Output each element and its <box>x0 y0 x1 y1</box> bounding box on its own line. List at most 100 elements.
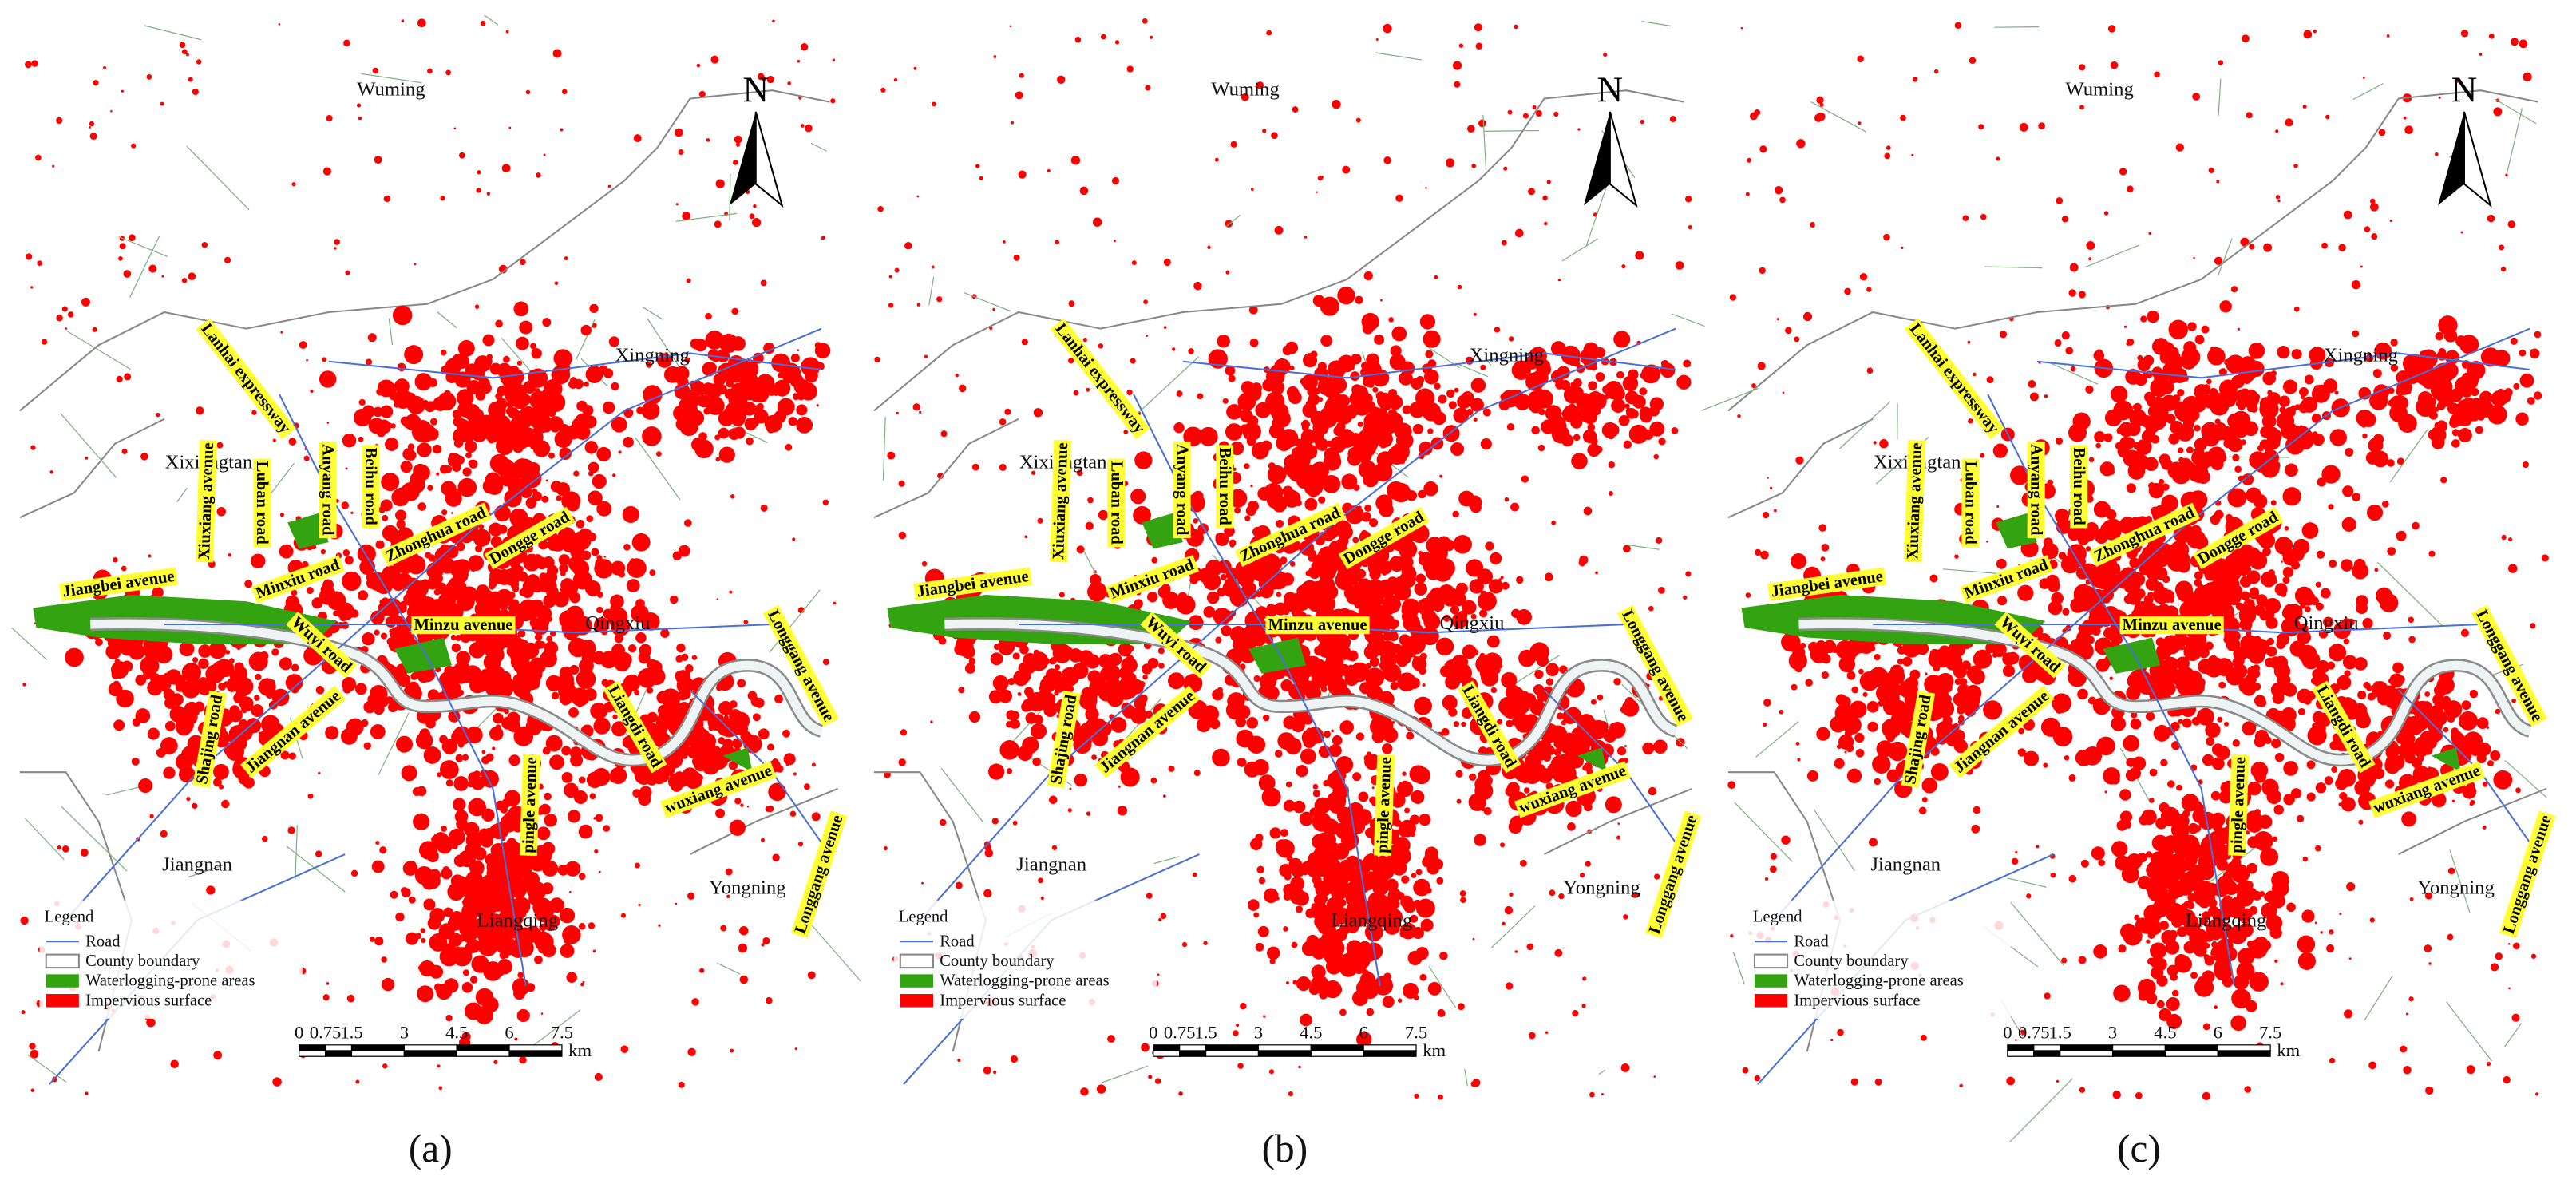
impervious-patch <box>1320 335 1333 347</box>
impervious-patch <box>1284 873 1292 881</box>
impervious-patch <box>1288 857 1303 872</box>
impervious-patch <box>1226 404 1242 420</box>
impervious-patch <box>1358 460 1377 479</box>
impervious-patch <box>569 890 572 893</box>
impervious-patch <box>488 647 505 663</box>
impervious-patch <box>183 682 189 688</box>
impervious-patch <box>367 333 377 343</box>
impervious-patch <box>584 381 589 387</box>
road-label-bg <box>1234 502 1346 567</box>
road-label-bg <box>240 685 346 778</box>
impervious-patch <box>1959 1083 1963 1088</box>
impervious-patch <box>417 502 427 511</box>
impervious-patch <box>607 184 611 188</box>
impervious-patch <box>1508 336 1514 342</box>
impervious-patch <box>2158 478 2165 485</box>
impervious-patch <box>411 422 432 442</box>
impervious-patch <box>148 554 152 558</box>
impervious-patch <box>2315 602 2324 611</box>
minor-road <box>635 437 681 501</box>
place-name: Wuming <box>357 78 425 100</box>
impervious-patch <box>1066 685 1074 693</box>
impervious-patch <box>1339 925 1350 936</box>
impervious-patch <box>1371 786 1375 790</box>
impervious-patch <box>477 170 481 175</box>
impervious-patch <box>1342 165 1351 174</box>
impervious-patch <box>1782 391 1785 394</box>
impervious-patch <box>2408 996 2414 1002</box>
impervious-patch <box>1312 790 1321 798</box>
minor-road <box>60 413 117 478</box>
impervious-patch <box>2389 220 2392 223</box>
impervious-patch <box>1300 378 1308 386</box>
impervious-patch <box>1253 675 1260 683</box>
impervious-patch <box>2396 457 2405 465</box>
impervious-patch <box>1366 671 1374 678</box>
impervious-patch <box>1554 948 1563 957</box>
impervious-patch <box>1054 682 1065 693</box>
impervious-patch <box>1372 879 1389 896</box>
impervious-patch <box>1653 739 1668 754</box>
impervious-patch <box>1616 370 1624 379</box>
impervious-patch <box>551 691 560 700</box>
impervious-patch <box>1760 550 1769 560</box>
impervious-patch <box>455 635 462 642</box>
impervious-patch <box>198 658 209 669</box>
impervious-patch <box>623 543 631 551</box>
impervious-patch <box>1076 545 1085 554</box>
scale-tick-label: 4.5 <box>445 1023 468 1043</box>
impervious-patch <box>382 514 389 521</box>
impervious-patch <box>227 733 236 743</box>
impervious-patch <box>1069 787 1072 790</box>
impervious-patch <box>2224 721 2229 727</box>
impervious-patch <box>408 861 417 869</box>
impervious-patch <box>1426 591 1441 606</box>
impervious-patch <box>545 675 562 691</box>
legend-swatch <box>900 974 933 988</box>
impervious-patch <box>1022 736 1039 754</box>
impervious-patch <box>474 304 480 309</box>
impervious-patch <box>1482 774 1493 786</box>
road-label-bg <box>519 754 541 857</box>
impervious-patch <box>1573 434 1581 442</box>
impervious-patch <box>1019 645 1029 655</box>
scale-tick-label: 6 <box>1359 1023 1368 1043</box>
impervious-patch <box>1339 720 1354 735</box>
impervious-patch <box>1252 526 1263 537</box>
impervious-patch <box>576 702 583 708</box>
impervious-patch <box>1027 691 1047 711</box>
impervious-patch <box>2028 379 2036 388</box>
impervious-patch <box>777 398 795 416</box>
impervious-patch <box>1343 584 1352 592</box>
minor-road <box>1455 362 1489 378</box>
impervious-patch <box>433 588 441 596</box>
impervious-patch <box>1300 461 1308 469</box>
impervious-patch <box>1632 891 1639 898</box>
impervious-patch <box>2218 60 2224 65</box>
impervious-patch <box>485 753 494 762</box>
impervious-patch <box>1134 697 1146 710</box>
impervious-patch <box>1177 592 1188 602</box>
impervious-patch <box>1383 23 1392 34</box>
county-boundary <box>19 418 165 519</box>
impervious-patch <box>1618 414 1630 426</box>
impervious-patch <box>2511 698 2516 703</box>
impervious-patch <box>1327 667 1343 683</box>
impervious-patch <box>278 23 281 26</box>
impervious-patch <box>495 800 505 811</box>
impervious-patch <box>1426 887 1432 894</box>
impervious-patch <box>1587 423 1596 431</box>
impervious-patch <box>1482 408 1491 417</box>
impervious-patch <box>1490 687 1498 694</box>
impervious-patch <box>1439 952 1448 960</box>
impervious-patch <box>451 643 461 653</box>
impervious-patch <box>1445 158 1455 168</box>
impervious-patch <box>1515 576 1524 584</box>
impervious-patch <box>1351 894 1366 909</box>
impervious-patch <box>1090 573 1102 586</box>
map-panel: WumingXingningXixiangtangQingxiuJiangnan… <box>11 14 861 1170</box>
impervious-patch <box>568 555 585 572</box>
impervious-patch <box>1196 717 1211 733</box>
impervious-patch <box>1597 694 1604 701</box>
impervious-patch <box>1759 145 1767 153</box>
